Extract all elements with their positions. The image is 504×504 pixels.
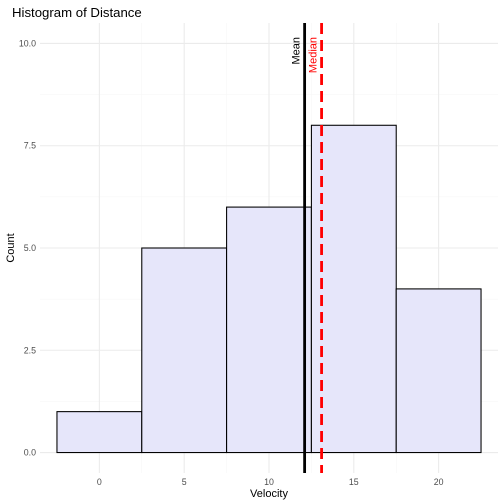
mean-label: Mean: [291, 37, 303, 65]
y-tick-label: 5.0: [24, 243, 36, 253]
x-axis-ticks: 0 5 10 15 20: [97, 477, 444, 487]
y-tick-label: 2.5: [24, 345, 36, 355]
x-tick-label: 15: [349, 477, 359, 487]
chart-title: Histogram of Distance: [12, 5, 142, 20]
histogram-bar: [395, 288, 482, 454]
histogram-bar: [56, 411, 143, 454]
x-axis-title: Velocity: [250, 488, 288, 500]
histogram-bar: [226, 206, 312, 454]
y-axis-title: Count: [5, 233, 17, 262]
histogram-bars: [56, 124, 482, 454]
y-tick-label: 7.5: [24, 141, 36, 151]
x-tick-label: 5: [182, 477, 187, 487]
median-label: Median: [308, 37, 320, 73]
x-tick-label: 20: [434, 477, 444, 487]
x-tick-label: 10: [264, 477, 274, 487]
y-axis-ticks: 0.0 2.5 5.0 7.5 10.0: [19, 38, 36, 457]
y-tick-label: 0.0: [24, 448, 36, 458]
x-tick-label: 0: [97, 477, 102, 487]
histogram-bar: [141, 247, 228, 454]
y-tick-label: 10.0: [19, 38, 36, 48]
reference-lines: Mean Median: [291, 23, 323, 473]
histogram-bar: [310, 124, 397, 454]
